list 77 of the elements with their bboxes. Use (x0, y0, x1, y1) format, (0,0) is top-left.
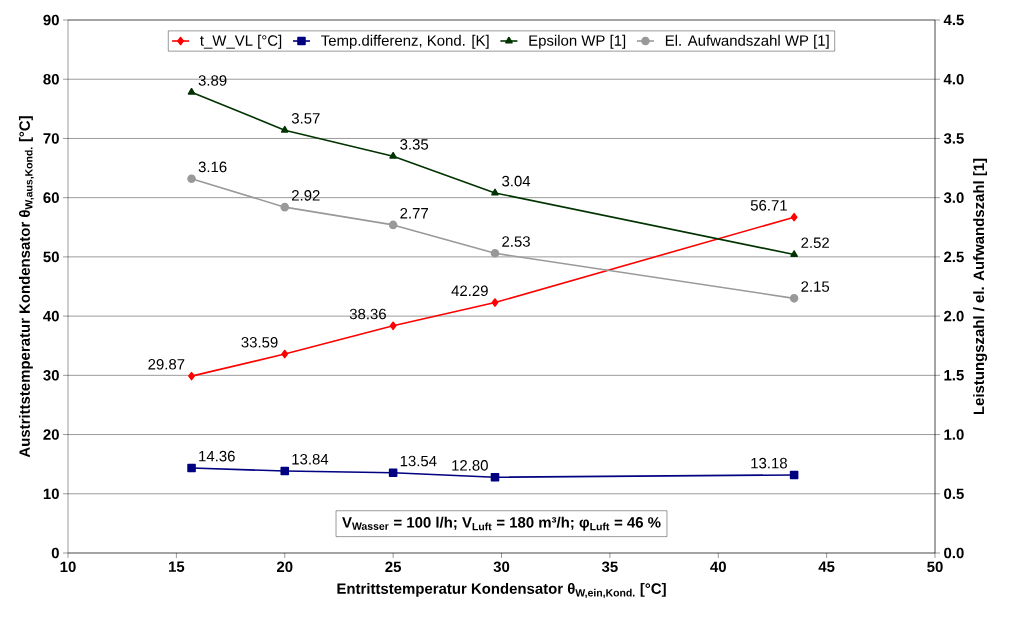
point (187, 87, 196, 95)
y-tick-label: 40 (43, 310, 59, 322)
legend-label: Temp.differenz, Kond. [K] (321, 34, 489, 49)
point (281, 349, 289, 359)
data-label: 3.04 (502, 175, 531, 187)
data-label: 13.84 (292, 453, 329, 465)
point (790, 212, 798, 222)
y2-tick-label: 4.5 (943, 14, 964, 26)
data-label: 2.52 (801, 237, 829, 248)
y-tick-label: 20 (43, 429, 59, 440)
y-tick-label: 10 (43, 488, 59, 500)
x-tick-label: 15 (169, 561, 185, 572)
y2-tick-label: 2.5 (944, 251, 964, 263)
data-label: 14.36 (199, 450, 235, 462)
y-tick-label: 30 (43, 370, 59, 381)
data-label: 3.16 (198, 161, 227, 173)
y2-tick-label: 1.5 (944, 370, 964, 381)
point (490, 472, 500, 482)
point (790, 250, 798, 258)
point (388, 220, 398, 230)
data-label: 13.18 (751, 457, 787, 469)
y2-tick-label: 2.0 (944, 310, 964, 322)
data-label: 3.89 (198, 75, 227, 86)
y2-axis-title: Leistungszahl / el. Aufwandszahl [1] (973, 158, 988, 415)
annotation: V$_{Wasser}$ = 100 l/h; V$_{Luft}$ = 180 m³/h; φ$_{Luft}$ = 46 % (342, 516, 661, 531)
data-label: 38.36 (349, 308, 386, 320)
point (389, 321, 397, 331)
point (389, 151, 397, 159)
point (491, 188, 499, 196)
data-label: 42.29 (451, 285, 488, 297)
data-label: 2.53 (502, 236, 530, 247)
legend-label: Epsilon WP [1] (529, 34, 626, 49)
point (388, 468, 398, 478)
point (187, 463, 196, 473)
point (490, 249, 500, 258)
x-axis-title: Entrittstemperatur Kondensator θ$_{W,ein,Kond.}$ [°C] (337, 582, 666, 599)
y2-tick-label: 3.5 (943, 133, 964, 144)
data-label: 33.59 (241, 336, 278, 348)
point (188, 371, 195, 381)
x-tick-label: 45 (818, 561, 835, 572)
data-label: 13.54 (400, 455, 437, 467)
point (280, 466, 290, 476)
y2-tick-label: 3.0 (943, 192, 964, 203)
point (280, 125, 289, 133)
y-tick-label: 70 (43, 133, 59, 144)
point (280, 202, 290, 212)
x-tick-label: 30 (493, 561, 510, 573)
y2-tick-label: 1.0 (944, 429, 964, 440)
y-axis-title: Austrittstemperatur Kondensator θ$_{W,aus,Kond.}$ [°C] (18, 116, 35, 458)
point (789, 294, 799, 303)
y2-tick-label: 0.5 (944, 488, 964, 500)
y2-tick-label: 4.0 (943, 73, 964, 85)
x-tick-label: 35 (601, 561, 618, 573)
data-label: 2.77 (400, 207, 428, 219)
data-label: 3.35 (400, 139, 429, 150)
x-tick-label: 10 (60, 561, 76, 573)
legend-label: t_W_VL [°C] (200, 34, 282, 49)
data-label: 3.57 (291, 113, 320, 124)
y2-tick-label: 0.0 (944, 547, 964, 559)
data-label: 29.87 (148, 359, 185, 370)
point (491, 298, 499, 307)
point (187, 174, 196, 183)
x-tick-label: 50 (927, 561, 943, 573)
x-tick-label: 25 (385, 561, 402, 573)
legend-label: El. Aufwandszahl WP [1] (665, 34, 829, 49)
y-tick-label: 80 (43, 73, 59, 85)
y-tick-label: 50 (43, 251, 59, 263)
data-label: 56.71 (750, 200, 787, 211)
data-label: 12.80 (452, 460, 488, 471)
data-label: 2.92 (292, 190, 320, 201)
x-tick-label: 20 (276, 561, 293, 573)
y-tick-label: 60 (43, 192, 59, 203)
data-label: 2.15 (801, 281, 830, 292)
point (789, 470, 799, 480)
y-tick-label: 90 (43, 14, 59, 26)
x-tick-label: 40 (710, 561, 726, 573)
y-tick-label: 0 (51, 547, 59, 559)
